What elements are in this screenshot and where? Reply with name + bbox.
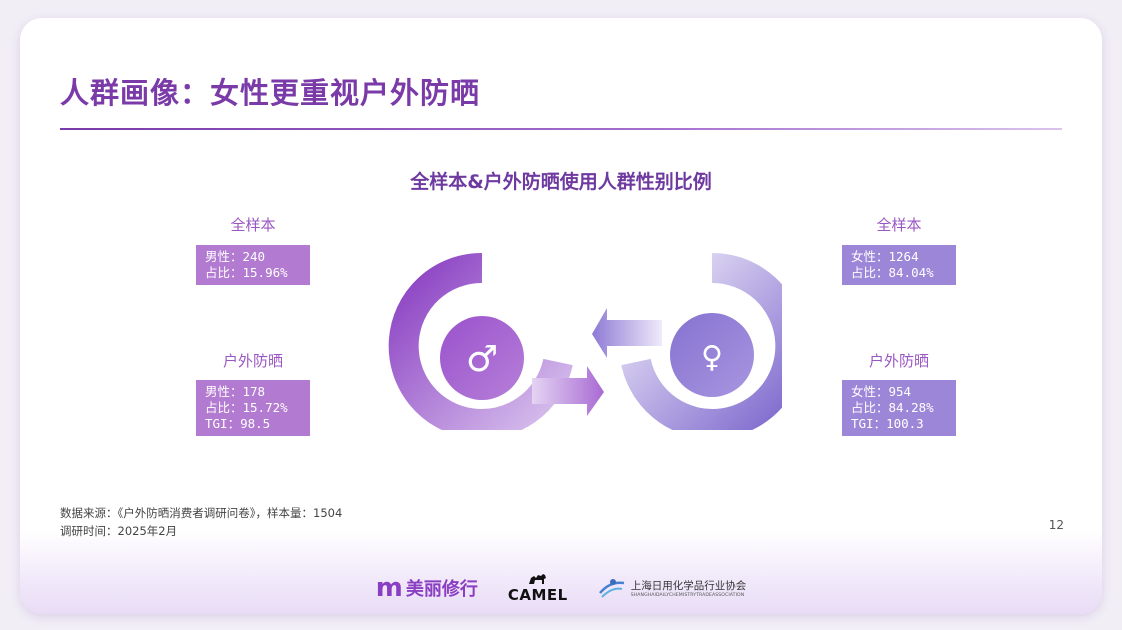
female-full-sample-box: 女性：1264 占比：84.04%	[842, 245, 956, 285]
male-outdoor-box: 男性：178 占比：15.72% TGI：98.5	[196, 380, 310, 436]
male-core-circle	[440, 316, 524, 400]
camel-text: CAMEL	[507, 586, 568, 604]
female-arrow-icon	[592, 308, 662, 358]
data-source: 数据来源：《户外防晒消费者调研问卷》，样本量：1504	[60, 506, 343, 520]
male-arrow-icon	[532, 366, 604, 416]
male-outdoor-label: 户外防晒	[222, 352, 283, 370]
female-core-circle	[670, 313, 754, 397]
female-outdoor-line: TGI：100.3	[851, 416, 924, 431]
male-full-sample-label: 全样本	[230, 216, 276, 234]
female-outdoor-label: 户外防晒	[868, 352, 929, 370]
meili-xiuxing-mark: m	[375, 573, 403, 603]
page-number: 12	[1048, 518, 1064, 532]
female-outdoor-line: 占比：84.28%	[851, 400, 934, 415]
chart-title: 全样本&户外防晒使用人群性别比例	[410, 171, 712, 193]
male-full-sample-line: 占比：15.96%	[205, 265, 288, 280]
male-full-sample-box: 男性：240 占比：15.96%	[196, 245, 310, 285]
shanghai-association-logo: 上海日用化学品行业协会 SHANGHAIDAILYCHEMISTRYTRADEA…	[598, 577, 747, 599]
association-name-en: SHANGHAIDAILYCHEMISTRYTRADEASSOCIATION	[630, 593, 745, 598]
male-full-sample-line: 男性：240	[205, 249, 266, 264]
female-symbol-icon: ♀	[701, 340, 723, 375]
page-title: 人群画像：女性更重视户外防晒	[60, 76, 481, 110]
meili-xiuxing-text: 美丽修行	[405, 579, 478, 600]
meili-xiuxing-logo: m 美丽修行	[376, 575, 478, 601]
female-outdoor-box: 女性：954 占比：84.28% TGI：100.3	[842, 380, 956, 436]
logo-bar: m 美丽修行 CAMEL 上海日用化学品行业协会 SHANGHAIDAILYCH…	[20, 570, 1102, 606]
footnote: 数据来源：《户外防晒消费者调研问卷》，样本量：1504 调研时间：2025年2月	[60, 504, 342, 540]
male-outdoor-line: TGI：98.5	[205, 416, 271, 431]
survey-date: 调研时间：2025年2月	[60, 524, 178, 538]
male-symbol-icon: ♂	[466, 339, 498, 380]
female-full-sample-label: 全样本	[876, 216, 922, 234]
camel-icon	[528, 574, 546, 584]
association-emblem-icon	[598, 579, 624, 598]
female-ring	[621, 252, 782, 430]
female-full-sample-line: 女性：1264	[851, 249, 919, 264]
male-ring	[388, 252, 573, 430]
association-name-cn: 上海日用化学品行业协会	[630, 580, 747, 592]
slide-card: 人群画像：女性更重视户外防晒 全样本&户外防晒使用人群性别比例 全样本 男性：2…	[20, 18, 1102, 614]
camel-logo: CAMEL	[508, 572, 568, 604]
gender-ring-diagram: ♂ ♀	[388, 252, 782, 430]
female-full-sample-line: 占比：84.04%	[851, 265, 934, 280]
title-divider	[60, 128, 1062, 130]
female-outdoor-line: 女性：954	[851, 384, 912, 399]
male-outdoor-line: 占比：15.72%	[205, 400, 288, 415]
male-outdoor-line: 男性：178	[205, 384, 266, 399]
